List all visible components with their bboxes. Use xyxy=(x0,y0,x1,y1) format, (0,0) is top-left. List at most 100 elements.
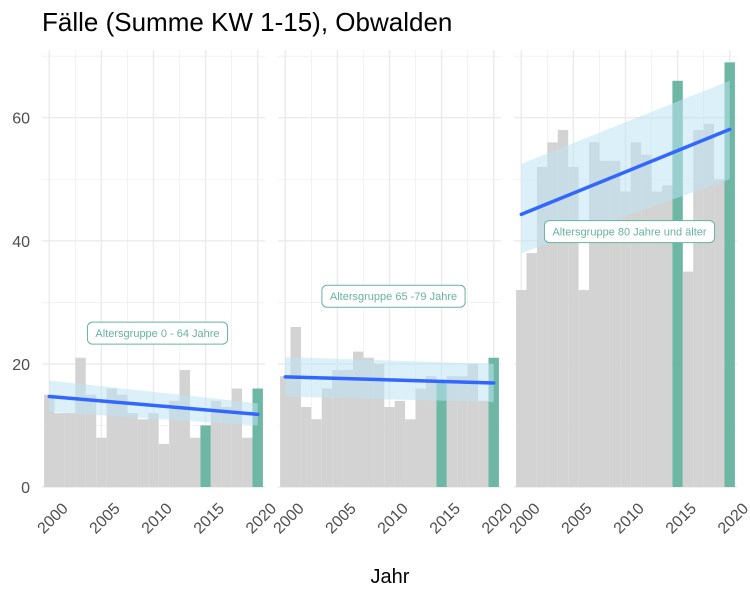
bar xyxy=(127,413,138,487)
x-tick-label: 2000 xyxy=(35,500,72,537)
bar xyxy=(415,388,426,487)
bar xyxy=(332,370,343,487)
bar xyxy=(536,166,548,487)
bar xyxy=(321,388,333,487)
x-tick-label: 2010 xyxy=(139,500,176,537)
bar xyxy=(682,271,694,487)
bar xyxy=(568,166,579,487)
bar-highlight xyxy=(488,357,499,487)
x-tick-label: 2015 xyxy=(191,500,228,537)
x-tick-label: 2015 xyxy=(663,500,700,537)
bar xyxy=(661,185,673,487)
bar xyxy=(96,437,107,487)
bar xyxy=(231,388,243,487)
trend-line xyxy=(47,394,260,417)
bar xyxy=(106,388,118,487)
x-tick-label: 2015 xyxy=(427,500,464,537)
bar-highlight xyxy=(200,425,211,487)
bar xyxy=(609,160,621,487)
bar xyxy=(547,142,558,487)
bar xyxy=(446,376,458,487)
bar xyxy=(242,437,253,487)
bar xyxy=(641,154,652,488)
x-tick-label: 2000 xyxy=(271,500,308,537)
x-tick-label: 2010 xyxy=(611,500,648,537)
bar xyxy=(384,406,395,487)
bar xyxy=(373,363,385,487)
bar xyxy=(117,394,128,487)
y-tick-label: 60 xyxy=(12,111,30,128)
chart-title: Fälle (Summe KW 1-15), Obwalden xyxy=(42,7,452,37)
bar xyxy=(589,142,600,487)
bar xyxy=(137,419,149,487)
bar xyxy=(693,130,704,487)
x-tick-label: 2020 xyxy=(479,500,516,537)
confidence-band xyxy=(49,380,258,426)
bar-highlight xyxy=(252,388,263,487)
bar xyxy=(148,413,159,487)
bar xyxy=(363,357,374,487)
bar xyxy=(221,406,232,487)
bar xyxy=(210,400,222,487)
bar xyxy=(394,400,406,487)
y-tick-label: 20 xyxy=(12,357,30,374)
facet-label: Altersgruppe 65 -79 Jahre xyxy=(321,284,466,308)
facet-label-box xyxy=(86,321,229,345)
bar xyxy=(300,406,312,487)
y-tick-label: 0 xyxy=(21,480,30,497)
y-tick-label: 40 xyxy=(12,234,30,251)
bar xyxy=(425,376,437,487)
bar xyxy=(342,370,354,487)
bar xyxy=(280,376,291,487)
bar xyxy=(557,130,569,487)
bar xyxy=(703,123,715,487)
bar xyxy=(630,142,642,487)
facet-panels: Altersgruppe 0 - 64 Jahre 2000 2005 2010 201… xyxy=(35,50,750,537)
bar xyxy=(311,419,322,487)
facet-panel: Altersgruppe 80 Jahre und älter 2000 2005 2… xyxy=(507,50,750,537)
y-axis-ticks: 0 20 40 60 xyxy=(12,111,30,497)
facet-label-box xyxy=(321,284,466,308)
bar xyxy=(44,394,55,487)
bar xyxy=(651,191,662,487)
trend-line xyxy=(519,127,732,217)
bar xyxy=(714,179,725,487)
confidence-band xyxy=(521,80,730,254)
facet-label-text: Altersgruppe 0 - 64 Jahre xyxy=(95,328,219,340)
facet-label: Altersgruppe 0 - 64 Jahre xyxy=(86,321,229,345)
x-tick-label: 2005 xyxy=(323,500,360,537)
bar xyxy=(526,253,537,487)
bar xyxy=(85,394,97,487)
bar xyxy=(599,160,610,487)
bar-highlight xyxy=(672,80,683,487)
bar xyxy=(620,191,631,487)
bar xyxy=(169,400,180,487)
bar xyxy=(478,400,489,487)
bar xyxy=(189,437,201,487)
facet-panel: Altersgruppe 65 -79 Jahre 2000 2005 2010 201… xyxy=(271,50,516,537)
x-tick-label: 2005 xyxy=(87,500,124,537)
bar xyxy=(158,443,170,487)
bar xyxy=(64,413,76,487)
x-tick-label: 2005 xyxy=(559,500,596,537)
x-axis-title: Jahr xyxy=(371,566,410,588)
bar-highlight xyxy=(436,382,447,487)
bar xyxy=(467,363,479,487)
bar-highlight xyxy=(724,62,735,487)
bar xyxy=(578,290,590,487)
bar xyxy=(290,326,301,487)
bar xyxy=(179,370,190,487)
bar xyxy=(516,290,527,487)
bar xyxy=(457,376,468,487)
bar xyxy=(54,413,65,487)
x-tick-label: 2020 xyxy=(715,500,750,537)
trend-line xyxy=(283,375,496,385)
facet-panel: Altersgruppe 0 - 64 Jahre 2000 2005 2010 201… xyxy=(35,50,280,537)
bar xyxy=(75,357,86,487)
x-tick-label: 2020 xyxy=(243,500,280,537)
x-tick-label: 2000 xyxy=(507,500,544,537)
facet-label-text: Altersgruppe 80 Jahre und älter xyxy=(552,227,706,239)
facet-label-text: Altersgruppe 65 -79 Jahre xyxy=(330,291,457,303)
bar xyxy=(353,351,364,487)
bar xyxy=(405,419,416,487)
